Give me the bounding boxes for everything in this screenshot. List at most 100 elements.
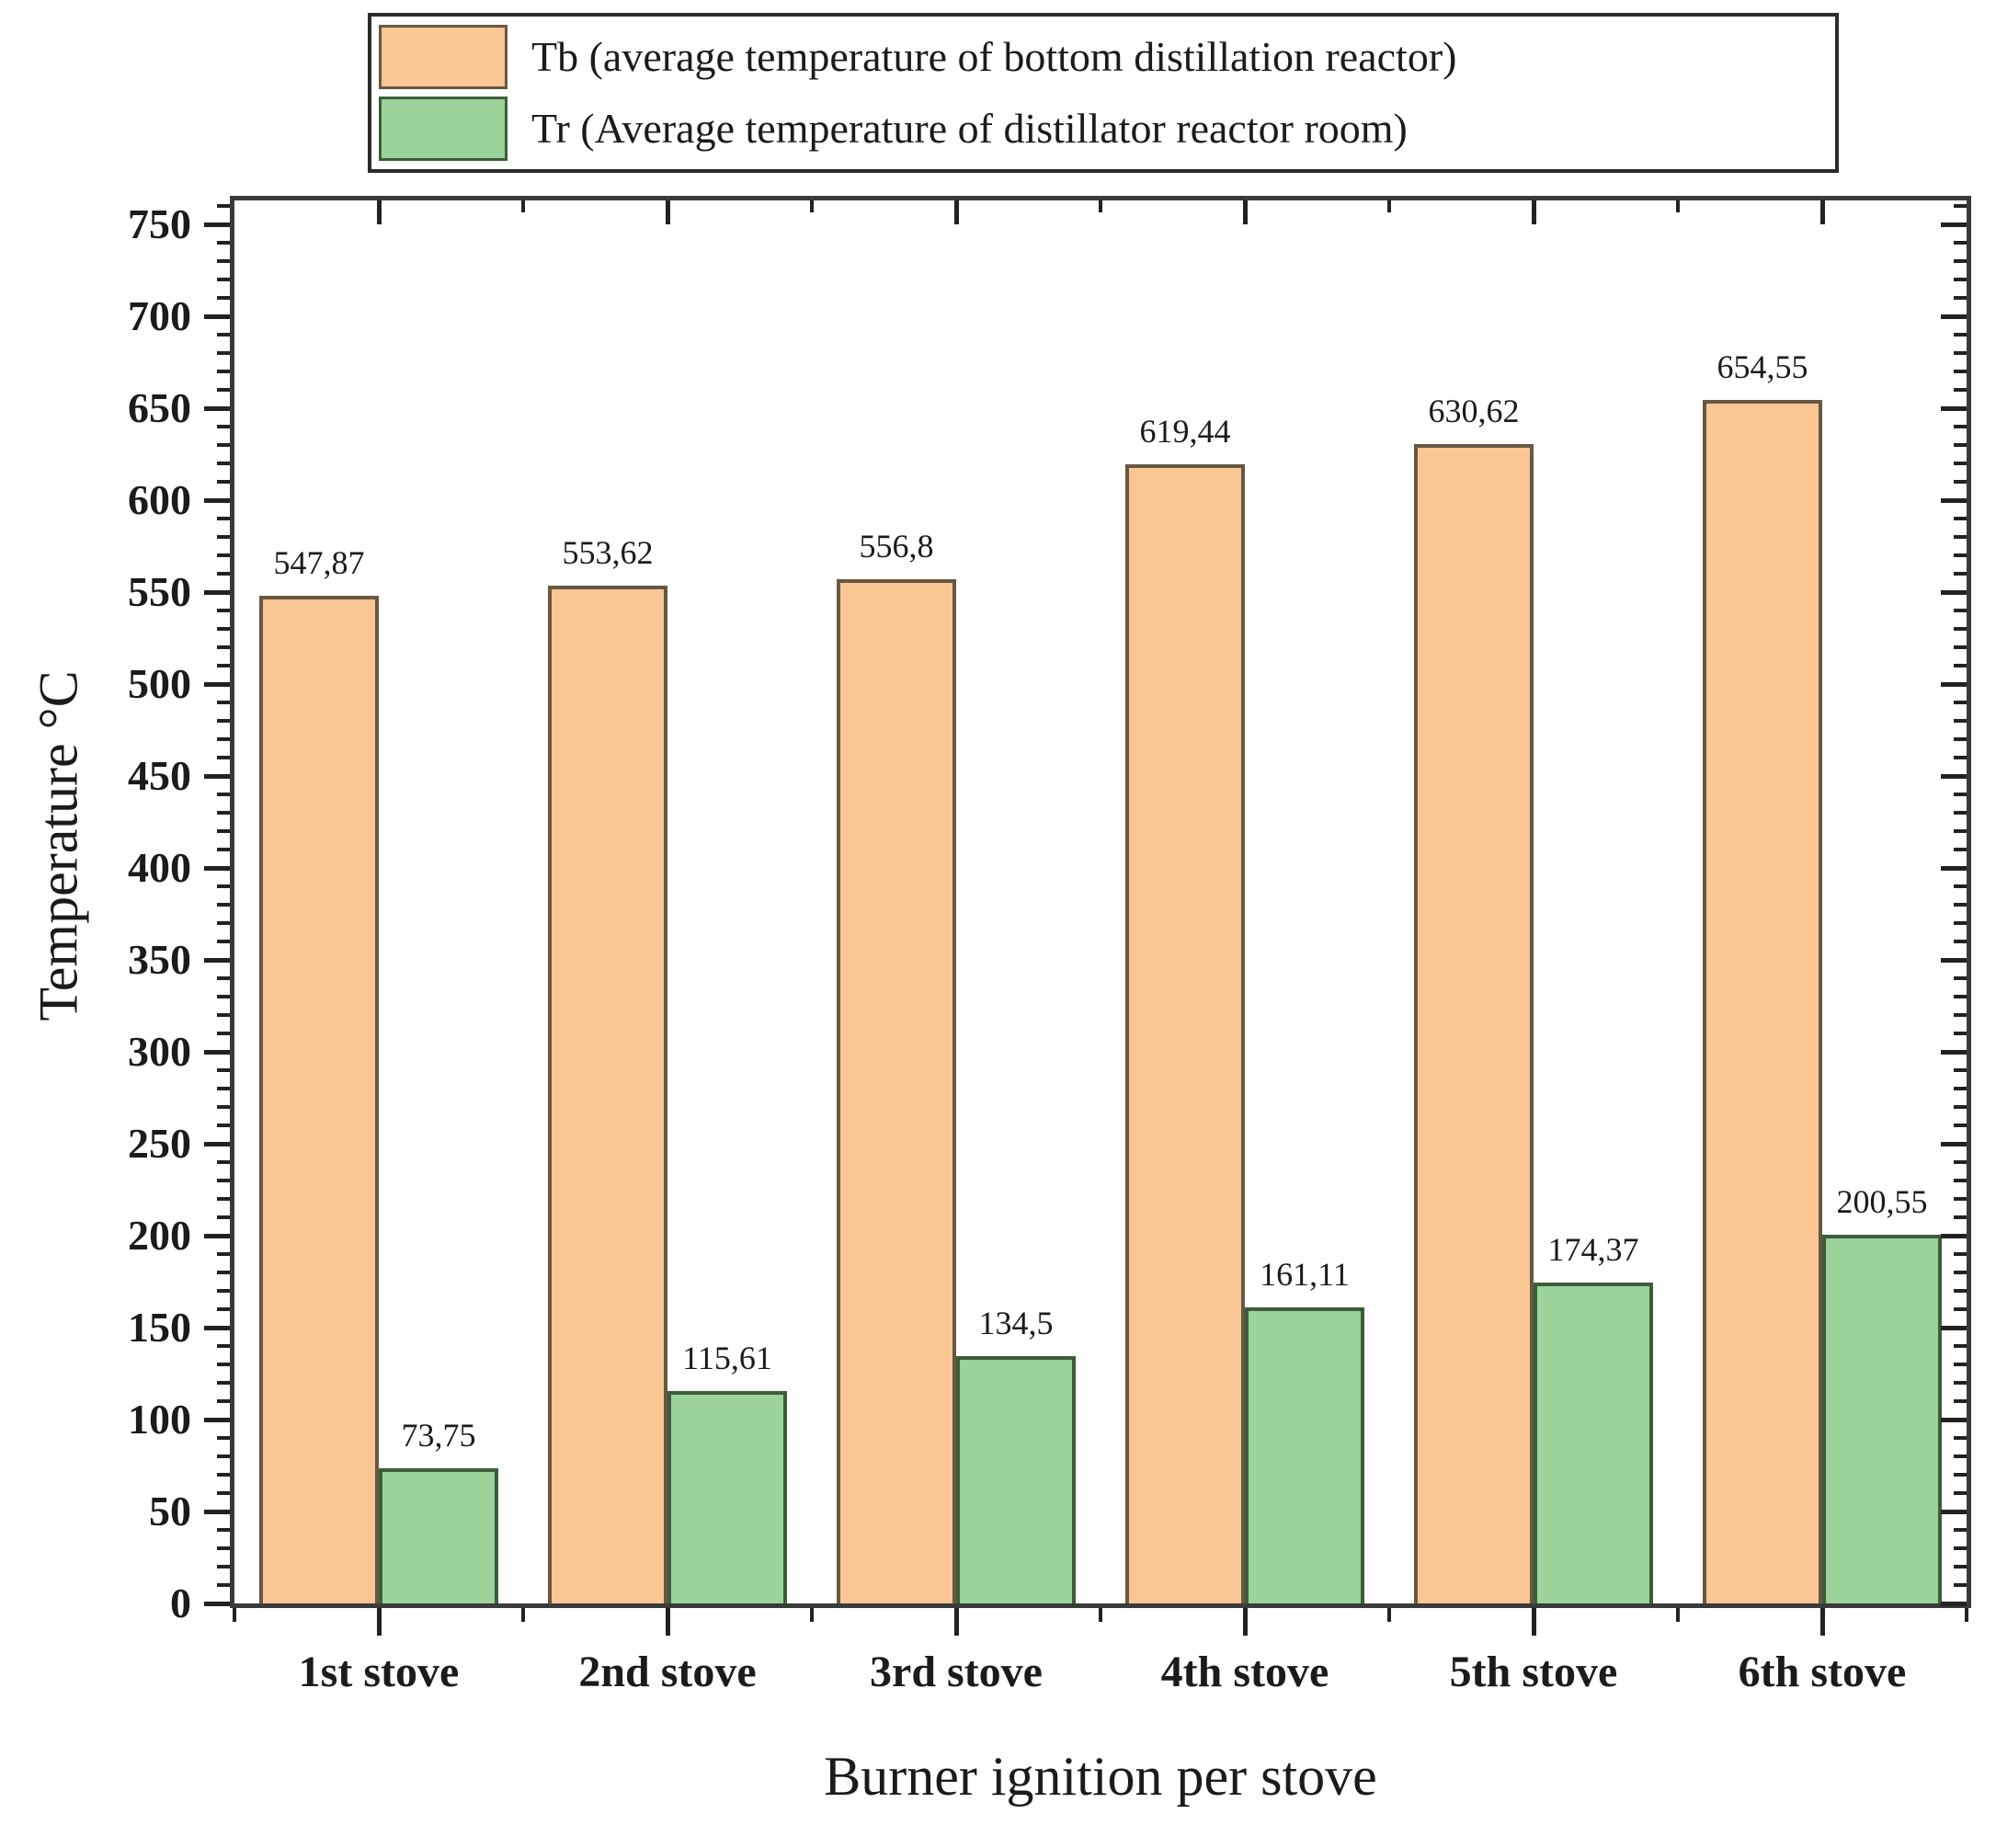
x-tick-label: 2nd stove <box>578 1648 757 1696</box>
legend-label-tb: Tb (average temperature of bottom distil… <box>531 32 1457 80</box>
y-minor-tick-left <box>217 553 230 557</box>
x-major-tick-bottom <box>1819 1608 1825 1636</box>
y-minor-tick-right <box>1954 1032 1967 1035</box>
y-tick-label: 0 <box>170 1580 191 1626</box>
y-minor-tick-left <box>217 370 230 373</box>
y-minor-tick-left <box>217 793 230 796</box>
y-minor-tick-left <box>217 1583 230 1587</box>
y-minor-tick-right <box>1954 921 1967 925</box>
bar-value-label-tr-3: 134,5 <box>978 1305 1054 1341</box>
y-major-tick-left <box>204 1141 230 1146</box>
bar-value-label-tr-4: 161,11 <box>1260 1255 1350 1293</box>
y-minor-tick-left <box>217 903 230 907</box>
y-minor-tick-right <box>1954 627 1967 631</box>
bar-tb-2 <box>548 585 667 1603</box>
y-minor-tick-right <box>1954 572 1967 576</box>
y-major-tick-right <box>1941 1601 1967 1606</box>
y-minor-tick-right <box>1954 204 1967 208</box>
bar-tr-1 <box>379 1467 498 1603</box>
y-minor-tick-left <box>217 737 230 741</box>
y-minor-tick-right <box>1954 1160 1967 1164</box>
y-minor-tick-left <box>217 811 230 815</box>
x-major-tick-top <box>1531 200 1536 224</box>
y-tick-label: 400 <box>128 844 191 891</box>
y-minor-tick-right <box>1954 517 1967 520</box>
y-minor-tick-left <box>217 204 230 208</box>
legend-swatch-tr <box>379 97 508 162</box>
y-major-tick-right <box>1941 957 1967 963</box>
x-minor-tick-bottom <box>1965 1608 1968 1622</box>
y-minor-tick-right <box>1954 664 1967 667</box>
bar-tr-5 <box>1534 1283 1653 1603</box>
y-major-tick-right <box>1941 1417 1967 1422</box>
x-minor-tick-bottom <box>1099 1608 1102 1622</box>
x-tick-label: 4th stove <box>1160 1648 1329 1696</box>
y-minor-tick-left <box>217 535 230 539</box>
y-major-tick-left <box>204 1233 230 1238</box>
y-minor-tick-left <box>217 1399 230 1403</box>
y-minor-tick-left <box>217 1179 230 1182</box>
y-minor-tick-left <box>217 1271 230 1274</box>
y-minor-tick-right <box>1954 278 1967 281</box>
y-minor-tick-right <box>1954 976 1967 980</box>
y-major-tick-left <box>204 957 230 963</box>
y-minor-tick-left <box>217 884 230 888</box>
y-minor-tick-left <box>217 664 230 667</box>
y-minor-tick-left <box>217 940 230 943</box>
x-minor-tick-bottom <box>810 1608 814 1622</box>
y-major-tick-right <box>1941 1509 1967 1514</box>
y-tick-label: 750 <box>128 200 191 247</box>
y-minor-tick-left <box>217 1344 230 1348</box>
y-minor-tick-right <box>1954 241 1967 245</box>
x-major-tick-top <box>376 200 382 224</box>
y-minor-tick-left <box>217 645 230 649</box>
y-major-tick-left <box>204 865 230 871</box>
y-minor-tick-left <box>217 627 230 631</box>
x-tick-label: 3rd stove <box>870 1648 1043 1696</box>
y-minor-tick-right <box>1954 756 1967 759</box>
y-minor-tick-right <box>1954 1473 1967 1477</box>
y-minor-tick-left <box>217 1087 230 1090</box>
y-minor-tick-left <box>217 1363 230 1366</box>
y-minor-tick-left <box>217 921 230 925</box>
y-tick-label: 100 <box>128 1396 191 1443</box>
legend-item-tr: Tr (Average temperature of distillator r… <box>379 93 1828 165</box>
bar-value-label-tb-3: 556,8 <box>859 528 934 565</box>
y-minor-tick-right <box>1954 811 1967 815</box>
y-minor-tick-left <box>217 1473 230 1477</box>
x-major-tick-bottom <box>1531 1608 1536 1636</box>
y-minor-tick-right <box>1954 1528 1967 1532</box>
y-minor-tick-left <box>217 296 230 300</box>
y-major-tick-right <box>1941 405 1967 411</box>
y-minor-tick-left <box>217 425 230 428</box>
bar-value-label-tr-5: 174,37 <box>1547 1231 1639 1269</box>
y-tick-label: 450 <box>128 752 191 799</box>
y-minor-tick-left <box>217 517 230 520</box>
y-minor-tick-left <box>217 719 230 723</box>
y-minor-tick-right <box>1954 1583 1967 1587</box>
y-major-tick-right <box>1941 1233 1967 1238</box>
y-major-tick-left <box>204 589 230 595</box>
y-minor-tick-left <box>217 333 230 337</box>
bar-value-label-tb-5: 630,62 <box>1428 392 1520 429</box>
bar-tr-2 <box>667 1390 787 1603</box>
y-major-tick-left <box>204 497 230 503</box>
y-minor-tick-left <box>217 388 230 392</box>
y-minor-tick-left <box>217 1307 230 1311</box>
y-minor-tick-right <box>1954 1197 1967 1201</box>
y-major-tick-left <box>204 1325 230 1330</box>
y-minor-tick-right <box>1954 1124 1967 1127</box>
y-minor-tick-right <box>1954 737 1967 741</box>
y-minor-tick-right <box>1954 535 1967 539</box>
y-minor-tick-left <box>217 1491 230 1495</box>
y-minor-tick-right <box>1954 296 1967 300</box>
y-minor-tick-left <box>217 462 230 465</box>
x-major-tick-top <box>665 200 670 224</box>
x-minor-tick-bottom <box>521 1608 525 1622</box>
y-minor-tick-left <box>217 1197 230 1201</box>
y-minor-tick-right <box>1954 1289 1967 1293</box>
y-minor-tick-right <box>1954 425 1967 428</box>
y-minor-tick-right <box>1954 1087 1967 1090</box>
y-axis-title: Temperature °C <box>28 670 89 1021</box>
x-minor-tick-bottom <box>1676 1608 1680 1622</box>
